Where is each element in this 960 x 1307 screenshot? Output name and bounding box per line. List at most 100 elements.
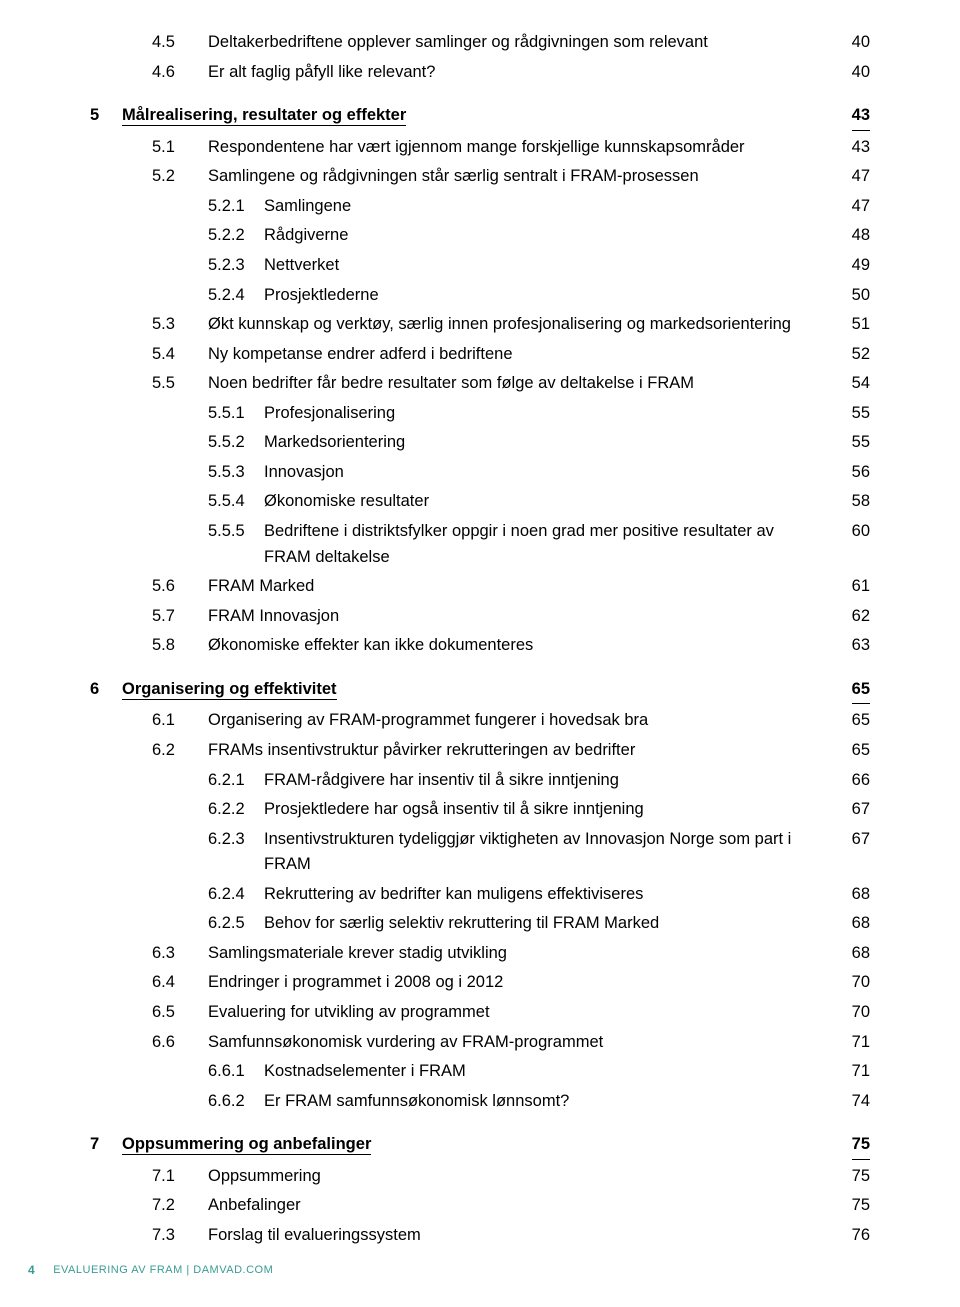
toc-number: 5.2.2 — [208, 223, 264, 249]
toc-title: Ny kompetanse endrer adferd i bedriftene — [208, 342, 830, 368]
toc-title-text: Anbefalinger — [208, 1196, 301, 1214]
toc-page: 65 — [830, 738, 870, 764]
toc-row: 5.1Respondentene har vært igjennom mange… — [90, 135, 870, 161]
toc-title: Endringer i programmet i 2008 og i 2012 — [208, 970, 830, 996]
toc-page-number: 61 — [852, 577, 870, 595]
toc-page: 75 — [830, 1132, 870, 1160]
toc-row: 5.8Økonomiske effekter kan ikke dokument… — [90, 633, 870, 659]
toc-title: Deltakerbedriftene opplever samlinger og… — [208, 30, 830, 56]
toc-title-text: Markedsorientering — [264, 433, 405, 451]
toc-page: 60 — [830, 519, 870, 545]
toc-title: Insentivstrukturen tydeliggjør viktighet… — [264, 827, 830, 878]
toc-row: 6.2FRAMs insentivstruktur påvirker rekru… — [90, 738, 870, 764]
toc-number: 6.2.1 — [208, 768, 264, 794]
toc-title-text: Rådgiverne — [264, 226, 348, 244]
toc-row: 6.2.4Rekruttering av bedrifter kan mulig… — [90, 882, 870, 908]
toc-title-text: Profesjonalisering — [264, 404, 395, 422]
toc-title: Økonomiske resultater — [264, 489, 830, 515]
toc-title-text: Samlingene og rådgivningen står særlig s… — [208, 167, 699, 185]
toc-title: Noen bedrifter får bedre resultater som … — [208, 371, 830, 397]
toc-title: Anbefalinger — [208, 1193, 830, 1219]
toc-title: FRAMs insentivstruktur påvirker rekrutte… — [208, 738, 830, 764]
toc-title: Samlingene og rådgivningen står særlig s… — [208, 164, 830, 190]
toc-page: 52 — [830, 342, 870, 368]
toc-title: Rekruttering av bedrifter kan muligens e… — [264, 882, 830, 908]
toc-page-number: 66 — [852, 771, 870, 789]
toc-title-text: FRAM-rådgivere har insentiv til å sikre … — [264, 771, 619, 789]
table-of-contents: 4.5Deltakerbedriftene opplever samlinger… — [90, 30, 870, 1249]
toc-page-number: 52 — [852, 345, 870, 363]
toc-number: 5.5.2 — [208, 430, 264, 456]
toc-row: 5.5Noen bedrifter får bedre resultater s… — [90, 371, 870, 397]
toc-page-number: 70 — [852, 1003, 870, 1021]
toc-page-number: 62 — [852, 607, 870, 625]
toc-number: 5.5.4 — [208, 489, 264, 515]
toc-number: 7.3 — [152, 1223, 208, 1249]
document-page: 4.5Deltakerbedriftene opplever samlinger… — [0, 0, 960, 1307]
toc-number: 5 — [90, 103, 122, 129]
toc-title-text: Forslag til evalueringssystem — [208, 1226, 421, 1244]
toc-number: 6.2.2 — [208, 797, 264, 823]
toc-number: 5.5 — [152, 371, 208, 397]
toc-row: 6.2.5Behov for særlig selektiv rekrutter… — [90, 911, 870, 937]
toc-title-text: FRAM Innovasjon — [208, 607, 339, 625]
toc-title-text: Noen bedrifter får bedre resultater som … — [208, 374, 694, 392]
toc-title-text: Rekruttering av bedrifter kan muligens e… — [264, 885, 643, 903]
toc-page-number: 75 — [852, 1196, 870, 1214]
toc-number: 4.6 — [152, 60, 208, 86]
toc-page-number: 49 — [852, 256, 870, 274]
toc-page: 54 — [830, 371, 870, 397]
toc-title: Forslag til evalueringssystem — [208, 1223, 830, 1249]
toc-title-text: Prosjektlederne — [264, 286, 379, 304]
toc-page: 47 — [830, 194, 870, 220]
toc-page-number: 56 — [852, 463, 870, 481]
toc-row: 5.2.4Prosjektlederne50 — [90, 283, 870, 309]
toc-title: Organisering av FRAM-programmet fungerer… — [208, 708, 830, 734]
toc-number: 6.4 — [152, 970, 208, 996]
toc-page-number: 40 — [852, 33, 870, 51]
toc-page: 55 — [830, 430, 870, 456]
toc-number: 5.3 — [152, 312, 208, 338]
toc-title-text: Organisering av FRAM-programmet fungerer… — [208, 711, 648, 729]
toc-title-text: Samfunnsøkonomisk vurdering av FRAM-prog… — [208, 1033, 603, 1051]
toc-page-number: 68 — [852, 944, 870, 962]
toc-row: 5.7FRAM Innovasjon62 — [90, 604, 870, 630]
toc-page: 40 — [830, 30, 870, 56]
toc-row: 7.3Forslag til evalueringssystem 76 — [90, 1223, 870, 1249]
toc-row: 6.2.2Prosjektledere har også insentiv ti… — [90, 797, 870, 823]
toc-title: Samfunnsøkonomisk vurdering av FRAM-prog… — [208, 1030, 830, 1056]
toc-title-text: Respondentene har vært igjennom mange fo… — [208, 138, 745, 156]
toc-row: 6.2.1FRAM-rådgivere har insentiv til å s… — [90, 768, 870, 794]
toc-page-number: 65 — [852, 711, 870, 729]
toc-page: 56 — [830, 460, 870, 486]
toc-page-number: 51 — [852, 315, 870, 333]
toc-number: 5.2.3 — [208, 253, 264, 279]
toc-title-text: Ny kompetanse endrer adferd i bedriftene — [208, 345, 513, 363]
toc-page-number: 67 — [852, 800, 870, 818]
toc-number: 5.6 — [152, 574, 208, 600]
toc-title-text: Nettverket — [264, 256, 339, 274]
toc-number: 5.2.4 — [208, 283, 264, 309]
toc-title: Oppsummering — [208, 1164, 830, 1190]
toc-page: 61 — [830, 574, 870, 600]
toc-title: Bedriftene i distriktsfylker oppgir i no… — [264, 519, 830, 570]
toc-title: Evaluering for utvikling av programmet — [208, 1000, 830, 1026]
toc-number: 5.1 — [152, 135, 208, 161]
toc-title-text: Behov for særlig selektiv rekruttering t… — [264, 914, 659, 932]
toc-page: 74 — [830, 1089, 870, 1115]
toc-page: 43 — [830, 103, 870, 131]
toc-title: Rådgiverne — [264, 223, 830, 249]
toc-row: 7.2Anbefalinger75 — [90, 1193, 870, 1219]
toc-page: 68 — [830, 941, 870, 967]
toc-page: 40 — [830, 60, 870, 86]
toc-title-text: FRAMs insentivstruktur påvirker rekrutte… — [208, 741, 635, 759]
toc-title: Nettverket — [264, 253, 830, 279]
page-footer: 4 EVALUERING AV FRAM | DAMVAD.COM — [28, 1263, 273, 1277]
toc-page-number: 76 — [852, 1226, 870, 1244]
toc-number: 7.1 — [152, 1164, 208, 1190]
toc-page: 58 — [830, 489, 870, 515]
toc-title-text: Økonomiske effekter kan ikke dokumentere… — [208, 636, 533, 654]
toc-page-number: 47 — [852, 197, 870, 215]
toc-number: 4.5 — [152, 30, 208, 56]
toc-page-number: 60 — [852, 522, 870, 540]
